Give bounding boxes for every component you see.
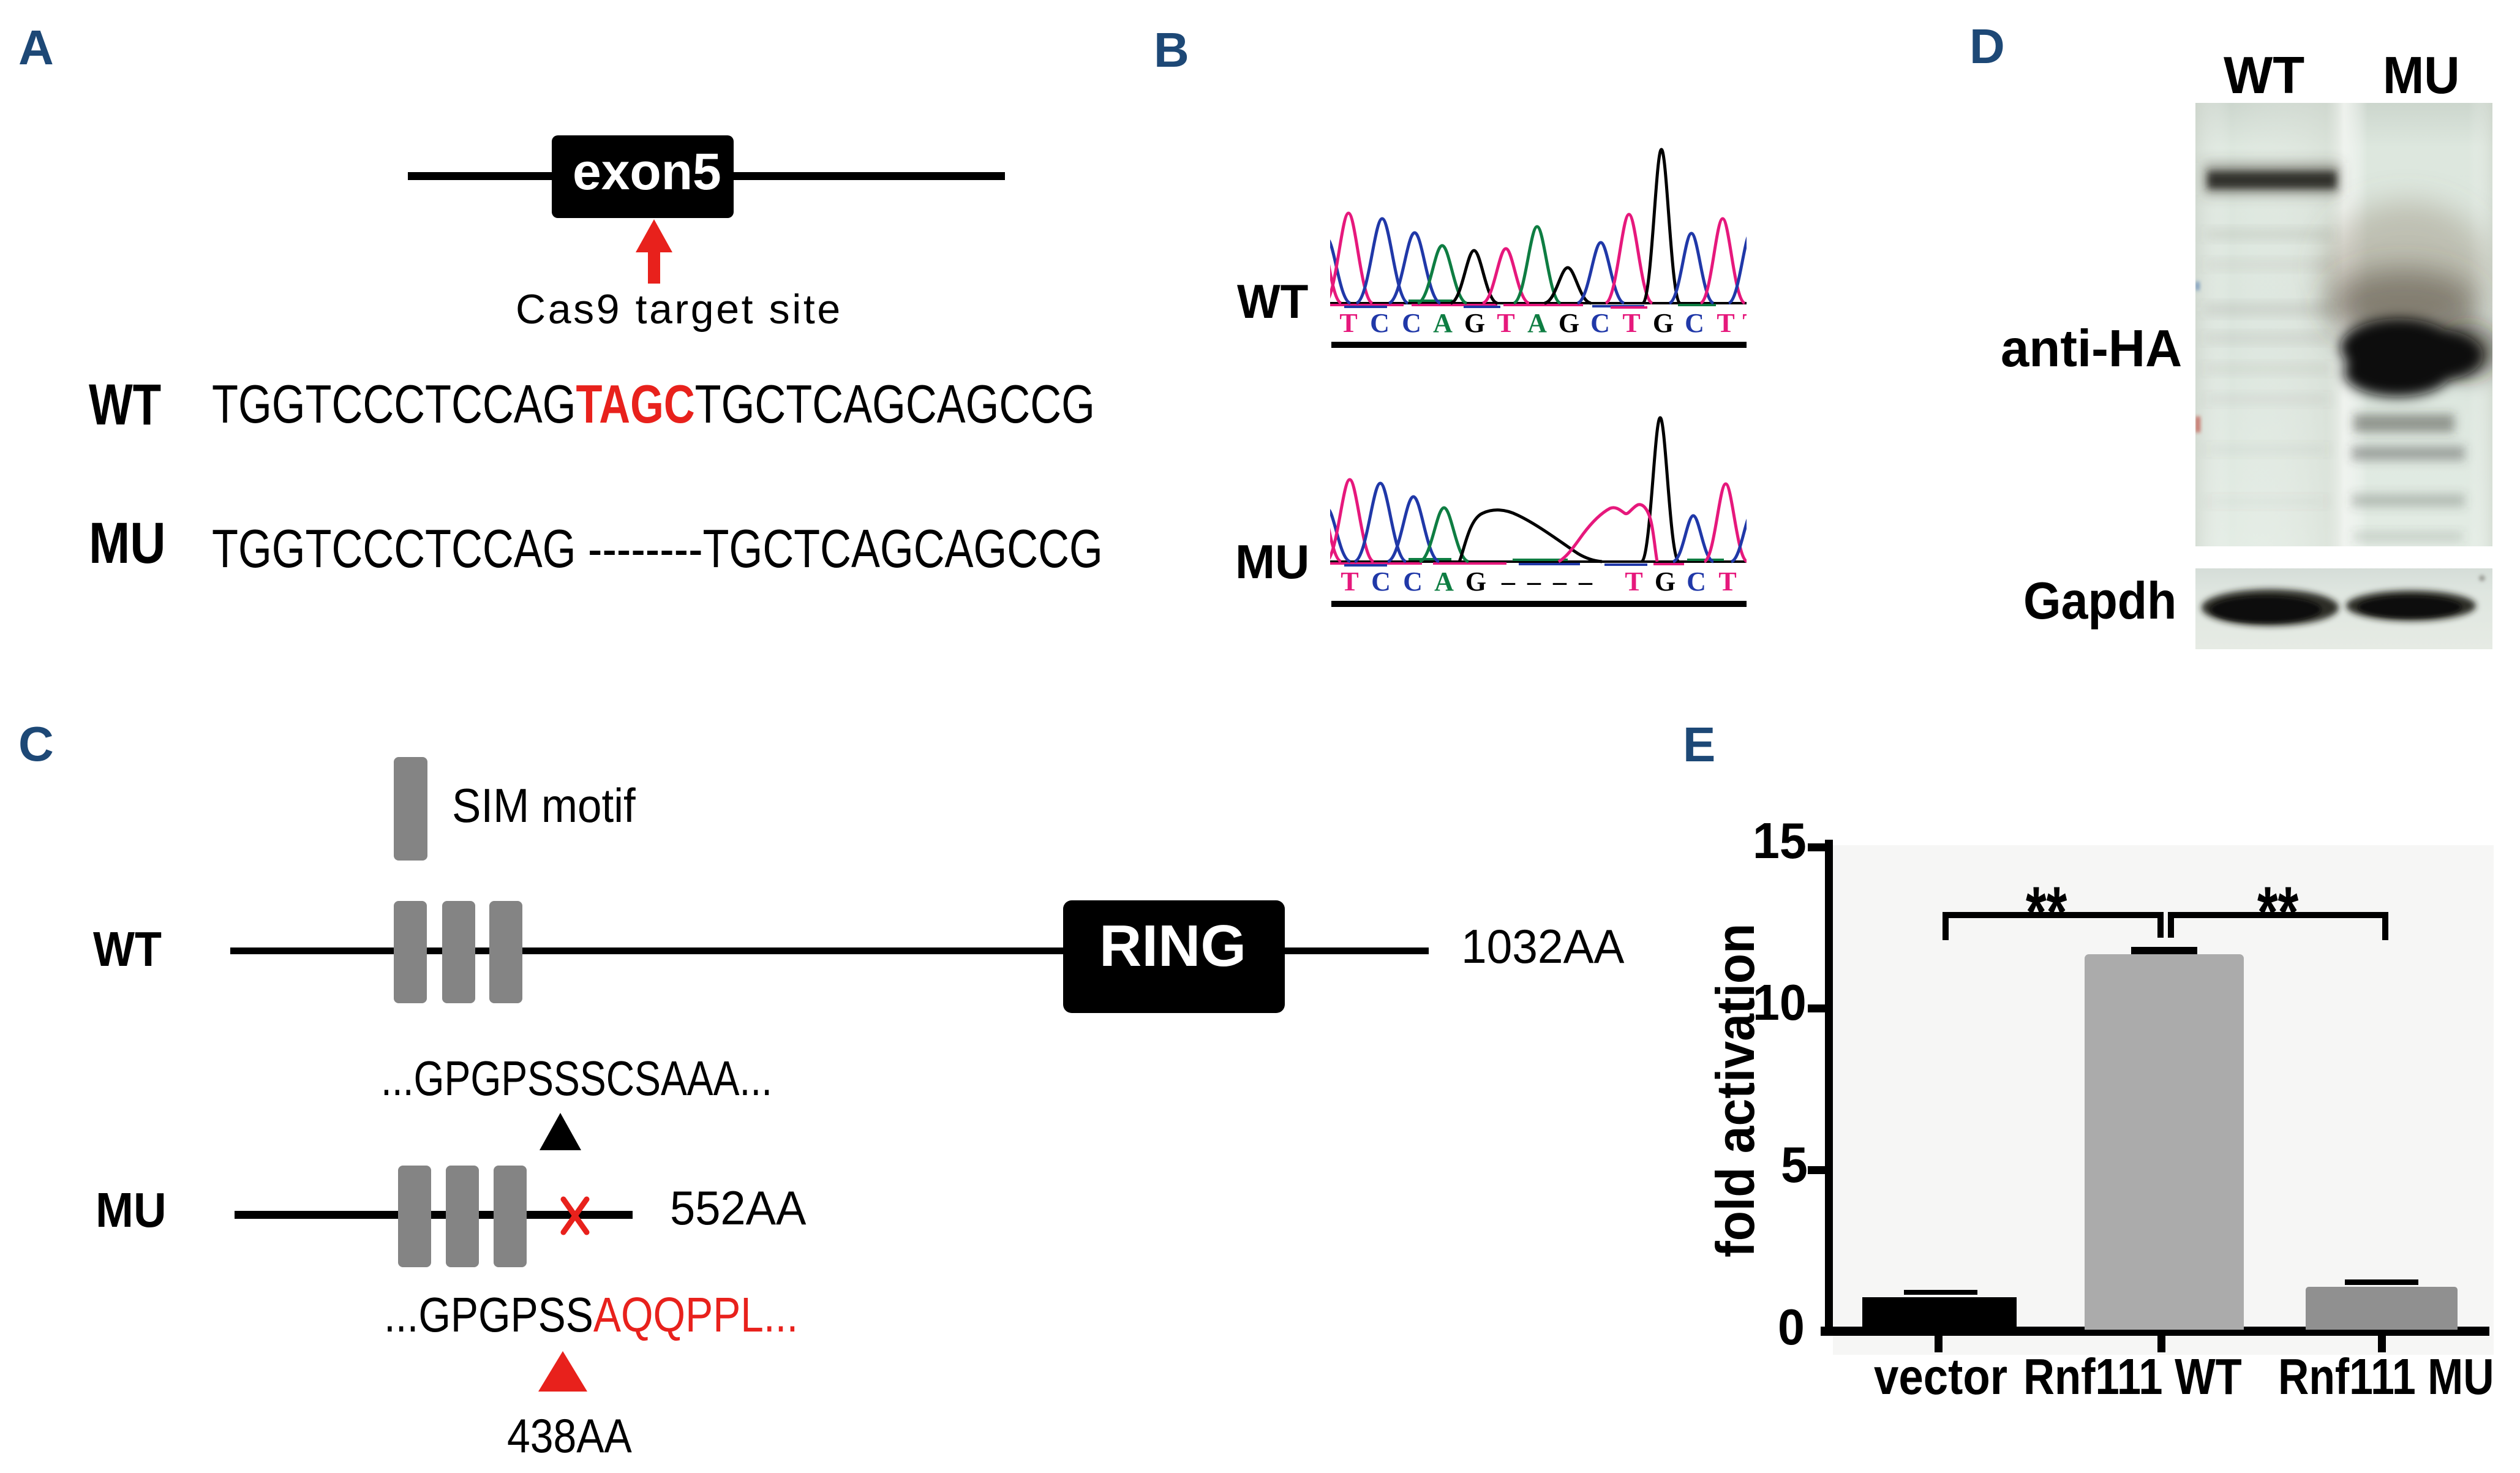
svg-text:C: C [1370, 308, 1390, 338]
svg-text:T: T [1718, 567, 1736, 597]
svg-text:–: – [1578, 567, 1593, 597]
svg-text:G: G [1653, 308, 1674, 338]
svg-text:T: T [1622, 308, 1640, 338]
svg-text:–: – [1552, 567, 1567, 597]
svg-text:A: A [1527, 308, 1547, 338]
svg-text:T: T [1497, 308, 1514, 338]
svg-text:T: T [1625, 567, 1642, 597]
svg-text:T: T [1339, 308, 1357, 338]
svg-text:A: A [1434, 567, 1454, 597]
svg-text:T: T [1717, 308, 1734, 338]
svg-text:C: C [1590, 308, 1610, 338]
svg-text:C: C [1403, 567, 1423, 597]
svg-text:G: G [1465, 567, 1486, 597]
svg-text:T: T [1341, 567, 1358, 597]
svg-text:–: – [1501, 567, 1516, 597]
svg-text:G: G [1464, 308, 1485, 338]
svg-text:T: T [1742, 308, 1758, 338]
svg-text:G: G [1655, 567, 1676, 597]
svg-text:C: C [1371, 567, 1391, 597]
svg-text:G: G [1559, 308, 1579, 338]
svg-text:C: C [1687, 567, 1706, 597]
svg-text:C: C [1402, 308, 1421, 338]
svg-text:C: C [1685, 308, 1704, 338]
svg-text:–: – [1527, 567, 1541, 597]
svg-text:A: A [1433, 308, 1453, 338]
